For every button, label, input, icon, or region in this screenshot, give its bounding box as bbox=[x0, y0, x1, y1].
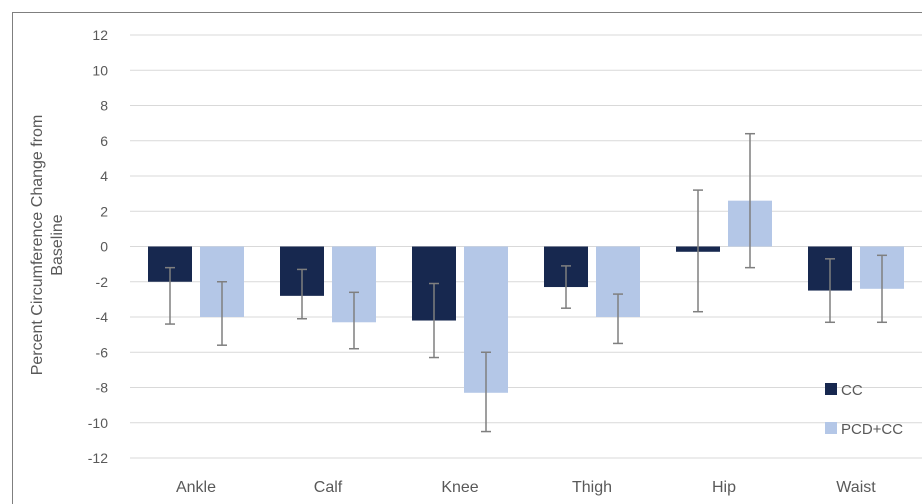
x-tick-label: Knee bbox=[441, 479, 478, 496]
y-tick-label: -2 bbox=[96, 274, 109, 290]
y-axis-ticks: 12 10 8 6 4 2 0 -2 -4 -6 -8 -10 -12 bbox=[88, 27, 108, 466]
y-tick-label: 12 bbox=[92, 27, 108, 43]
y-tick-label: 2 bbox=[100, 203, 108, 219]
bars bbox=[148, 200, 904, 393]
y-tick-label: 10 bbox=[92, 62, 108, 78]
y-tick-label: 8 bbox=[100, 98, 108, 114]
y-tick-label: 0 bbox=[100, 239, 108, 255]
y-tick-label: -6 bbox=[96, 344, 109, 360]
legend-swatch bbox=[825, 383, 837, 395]
y-axis-label-line-2: Baseline bbox=[49, 214, 66, 275]
y-axis-label-line-1: Percent Circumference Change from bbox=[29, 115, 46, 376]
x-tick-label: Waist bbox=[836, 479, 876, 496]
y-tick-label: -10 bbox=[88, 415, 108, 431]
x-tick-label: Thigh bbox=[572, 479, 612, 496]
gridlines bbox=[130, 34, 922, 459]
x-tick-label: Calf bbox=[314, 479, 343, 496]
x-tick-label: Ankle bbox=[176, 479, 216, 496]
legend-swatch bbox=[825, 422, 837, 434]
y-tick-label: 6 bbox=[100, 133, 108, 149]
error-bars bbox=[165, 132, 887, 433]
y-axis-label: Percent Circumference Change from Baseli… bbox=[29, 115, 66, 376]
legend-label: CC bbox=[841, 382, 863, 399]
x-axis-ticks: Ankle Calf Knee Thigh Hip Waist bbox=[176, 479, 876, 496]
legend: CC PCD+CC bbox=[825, 382, 903, 438]
x-tick-label: Hip bbox=[712, 479, 736, 496]
legend-label: PCD+CC bbox=[841, 421, 903, 438]
y-tick-label: 4 bbox=[100, 168, 108, 184]
y-tick-label: -4 bbox=[96, 309, 109, 325]
y-tick-label: -8 bbox=[96, 380, 109, 396]
y-tick-label: -12 bbox=[88, 450, 108, 466]
